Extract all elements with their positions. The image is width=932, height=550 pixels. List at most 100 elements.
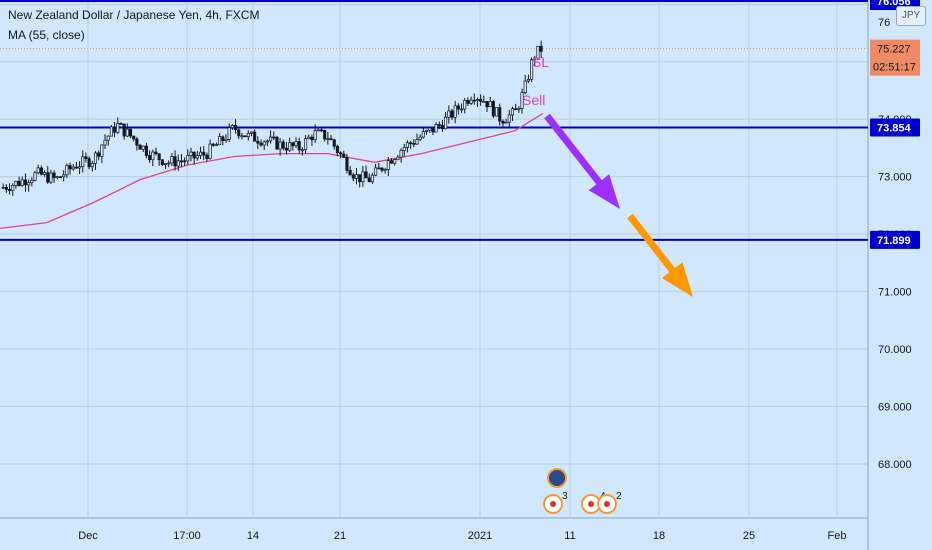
candle-body	[294, 141, 298, 147]
forecast-arrows[interactable]	[544, 113, 693, 297]
event-count: 2	[616, 491, 622, 502]
candle-body	[272, 136, 276, 139]
candle-body	[119, 123, 123, 125]
candle-body	[421, 131, 425, 138]
indicator-legend[interactable]: MA (55, close)	[8, 28, 85, 42]
candle-body	[339, 152, 343, 155]
price-tick-label: 76	[878, 17, 890, 29]
price-tick-label: 69.000	[878, 402, 912, 414]
candle-body	[367, 177, 371, 183]
candle-body	[393, 159, 397, 164]
sl-label: SL	[532, 54, 549, 70]
price-levels[interactable]	[0, 0, 868, 241]
candle-body	[460, 108, 464, 111]
candle-body	[163, 163, 168, 166]
candle-body	[93, 152, 98, 164]
symbol-title: New Zealand Dollar / Japanese Yen, 4h, F…	[8, 8, 260, 22]
time-tick-label: 11	[564, 530, 575, 542]
time-tick-label: 25	[743, 530, 755, 542]
candle-body	[345, 157, 349, 171]
candle-body	[498, 107, 502, 122]
candle-body	[259, 142, 263, 146]
candle-body	[11, 185, 15, 191]
candle-body	[27, 182, 31, 186]
candle-body	[256, 140, 260, 144]
candle-body	[144, 145, 148, 156]
sell-arrow[interactable]	[544, 113, 620, 209]
candle-body	[323, 129, 327, 140]
candle-body	[198, 151, 203, 156]
candle-body	[116, 123, 120, 133]
candle-body	[402, 147, 406, 151]
time-axis[interactable]: Dec 17:00 14 21 2021 11 18 25 Feb	[78, 530, 846, 542]
candle-body	[520, 92, 524, 109]
candle-body	[221, 136, 225, 142]
candle-body	[284, 147, 289, 151]
candle-body	[374, 167, 378, 176]
candle-body	[278, 141, 282, 150]
candle-body	[81, 156, 85, 167]
bar-countdown: 02:51:17	[873, 62, 916, 74]
candle-body	[62, 174, 66, 178]
candle-body	[106, 135, 110, 141]
candle-body	[17, 180, 21, 186]
candle-body	[297, 141, 301, 151]
candle-body	[262, 141, 266, 146]
candle-body	[440, 125, 445, 130]
sell-label: Sell	[522, 92, 545, 108]
candle-body	[281, 141, 285, 149]
flag-event-icon[interactable]	[547, 468, 567, 488]
candle-body	[313, 130, 317, 141]
candle-body	[453, 105, 457, 118]
candle-body	[14, 180, 18, 186]
candle-body	[523, 80, 527, 94]
candle-body	[370, 174, 374, 183]
candle-body	[405, 142, 409, 148]
event-markers[interactable]: 342	[543, 468, 622, 514]
candle-body	[383, 169, 387, 171]
candle-body	[20, 179, 24, 186]
time-tick-label: 17:00	[173, 530, 201, 542]
candle-body	[218, 136, 222, 146]
economic-event-dot	[550, 501, 556, 507]
time-tick-label: 2021	[468, 530, 492, 542]
target-arrow[interactable]	[627, 213, 693, 297]
candle-body	[154, 151, 158, 155]
candle-body	[141, 145, 145, 150]
candle-body	[202, 151, 206, 156]
candle-body	[300, 149, 304, 152]
candle-body	[469, 99, 473, 104]
candle-body	[354, 174, 359, 179]
candle-body	[488, 101, 492, 108]
event-count: 3	[562, 491, 568, 502]
candle-body	[30, 179, 34, 183]
axis-lines	[0, 0, 869, 550]
candles	[1, 40, 543, 196]
candle-body	[55, 176, 59, 179]
candle-body	[504, 121, 508, 124]
candle-body	[246, 133, 250, 138]
candle-body	[253, 131, 257, 142]
candle-body	[479, 99, 483, 102]
currency-button[interactable]: JPY	[896, 6, 926, 26]
current-price-tag	[870, 39, 920, 76]
candle-body	[65, 165, 69, 176]
candle-body	[68, 165, 72, 170]
candle-body	[456, 105, 460, 110]
candle-body	[43, 172, 47, 175]
candle-body	[288, 142, 292, 151]
candle-body	[326, 138, 330, 140]
candle-body	[128, 128, 133, 137]
candle-body	[84, 156, 88, 159]
candle-body	[183, 160, 187, 163]
candle-body	[39, 167, 43, 175]
candle-body	[507, 114, 511, 123]
candle-body	[87, 158, 91, 168]
candle-body	[4, 186, 8, 190]
candle-body	[138, 144, 142, 150]
candle-body	[399, 150, 403, 158]
candle-body	[23, 179, 28, 186]
candle-body	[74, 166, 78, 169]
